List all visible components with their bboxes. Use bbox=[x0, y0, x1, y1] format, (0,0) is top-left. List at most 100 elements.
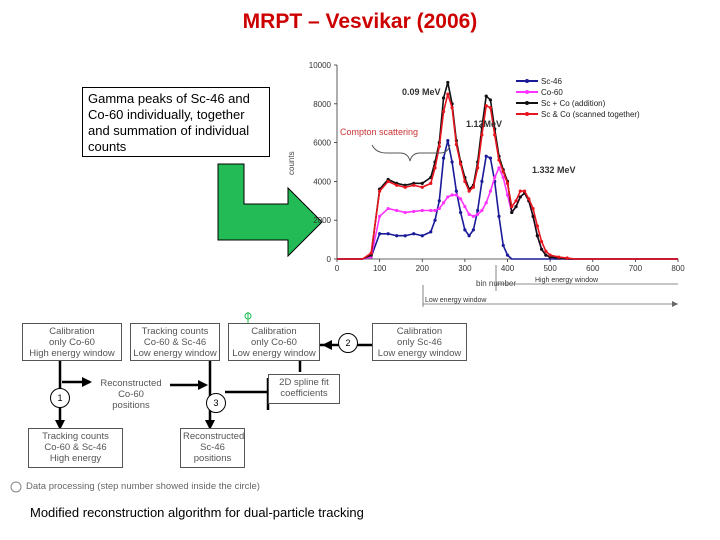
series-2-point bbox=[412, 209, 416, 214]
series-1-point bbox=[454, 189, 458, 193]
series-2-point bbox=[433, 208, 437, 213]
series-4-point bbox=[454, 142, 458, 147]
x-tick-label: 100 bbox=[373, 264, 387, 273]
y-tick-label: 0 bbox=[327, 255, 332, 264]
series-4-point bbox=[527, 197, 531, 201]
plot-area: 0 2000 4000 6000 8000 10000 0 100 200 300 400 500 6… bbox=[287, 61, 685, 307]
x-tick-label: 500 bbox=[543, 264, 557, 273]
x-tick-label: 800 bbox=[671, 264, 685, 273]
series-4-point bbox=[522, 189, 527, 193]
series-1-point bbox=[433, 218, 437, 222]
series-2-point bbox=[493, 175, 497, 180]
series-2-point bbox=[463, 205, 467, 209]
series-1-point bbox=[412, 232, 416, 236]
high-energy-window-label: High energy window bbox=[535, 277, 599, 284]
series-2-point bbox=[480, 208, 484, 213]
gamma-spectrum-chart: 0 2000 4000 6000 8000 10000 0 100 200 300 400 500 6… bbox=[287, 61, 685, 307]
series-4-point bbox=[437, 144, 441, 149]
series-4-point bbox=[535, 224, 539, 228]
green-arrow-icon bbox=[217, 163, 323, 258]
x-tick-label: 700 bbox=[629, 264, 643, 273]
y-tick-label: 10000 bbox=[309, 61, 332, 70]
series-4-point bbox=[386, 179, 390, 183]
series-1-point bbox=[488, 156, 493, 160]
series-2-point bbox=[501, 175, 505, 180]
y-tick-label: 6000 bbox=[313, 139, 331, 148]
series-1-point bbox=[476, 208, 480, 213]
series-2-point bbox=[437, 206, 441, 211]
series-4-point bbox=[505, 181, 510, 185]
series-2-point bbox=[386, 206, 390, 211]
series-2-point bbox=[441, 201, 446, 205]
step-2-circle: 2 bbox=[338, 333, 358, 353]
series-1-point bbox=[467, 234, 471, 238]
callout-box: Gamma peaks of Sc-46 and Co-60 individua… bbox=[82, 87, 270, 157]
series-1-point bbox=[395, 234, 399, 238]
series-4-point bbox=[420, 185, 424, 189]
x-tick-label: 200 bbox=[416, 264, 430, 273]
legend-marker bbox=[525, 90, 529, 94]
series-2-point bbox=[488, 189, 493, 193]
series-4-point bbox=[484, 104, 488, 108]
series-1-point bbox=[386, 232, 390, 236]
box-2d-spline: 2D spline fit coefficients bbox=[268, 374, 340, 404]
series-4-point bbox=[467, 189, 471, 193]
slide-title: MRPT – Vesvikar (2006) bbox=[242, 10, 478, 33]
series-4-point bbox=[514, 199, 518, 203]
series-4-point bbox=[476, 166, 480, 170]
series-1-point bbox=[446, 139, 450, 143]
series-3-point bbox=[540, 247, 544, 251]
annotation-compton: Compton scattering bbox=[340, 127, 418, 137]
series-4-point bbox=[433, 166, 437, 170]
legend-marker bbox=[525, 101, 529, 105]
series-1-point bbox=[441, 156, 446, 160]
series-3-point bbox=[488, 98, 493, 102]
series-4-point bbox=[480, 133, 484, 137]
series-1-point bbox=[450, 160, 454, 164]
legend-label: Sc-46 bbox=[541, 77, 562, 86]
series-2-point bbox=[471, 214, 475, 218]
series-4-point bbox=[501, 170, 505, 174]
series-4-point bbox=[412, 183, 416, 187]
x-tick-label: 400 bbox=[501, 264, 515, 273]
series-1-point bbox=[463, 228, 467, 232]
series-3-point bbox=[531, 214, 535, 218]
legend-label: Co-60 bbox=[541, 88, 563, 97]
series-4-point bbox=[369, 251, 373, 255]
series-4-point bbox=[518, 189, 522, 193]
series-1-point bbox=[480, 179, 484, 183]
series-4-point bbox=[395, 183, 399, 187]
series-4-point bbox=[510, 205, 514, 209]
series-1-point bbox=[505, 253, 510, 257]
series-line-1 bbox=[337, 139, 678, 260]
series-4-point bbox=[557, 255, 561, 259]
x-tick-label: 300 bbox=[458, 264, 472, 273]
x-tick-label: 600 bbox=[586, 264, 600, 273]
series-3-point bbox=[510, 210, 514, 215]
series-3-point bbox=[420, 181, 424, 185]
x-tick-label: 0 bbox=[335, 264, 340, 273]
series-4-point bbox=[488, 106, 493, 110]
annotation-1332mev: 1.332 MeV bbox=[532, 165, 576, 175]
series-2-point bbox=[505, 193, 510, 197]
series-4-point bbox=[403, 185, 407, 189]
series-4-point bbox=[548, 253, 552, 257]
series-1-point bbox=[501, 243, 505, 248]
series-4-point bbox=[450, 106, 454, 110]
annotation-009mev: 0.09 MeV bbox=[402, 87, 441, 97]
series-2-point bbox=[450, 193, 454, 197]
series-1-point bbox=[471, 228, 475, 232]
series-4-point bbox=[493, 133, 497, 137]
y-tick-label: 8000 bbox=[313, 100, 331, 109]
series-3-point bbox=[544, 253, 548, 257]
low-energy-window-label: Low energy window bbox=[425, 297, 487, 304]
series-1-point bbox=[437, 199, 441, 203]
series-2-point bbox=[395, 208, 399, 213]
chart-legend: Sc-46 Co-60 Sc + Co (addition) Sc & Co (sca… bbox=[516, 77, 640, 119]
series-1-point bbox=[497, 214, 501, 218]
series-2-point bbox=[429, 208, 433, 213]
step-1-circle: 1 bbox=[50, 388, 70, 408]
series-3-point bbox=[518, 195, 522, 199]
step-3-circle: 3 bbox=[206, 393, 226, 413]
series-3-point bbox=[514, 205, 518, 209]
